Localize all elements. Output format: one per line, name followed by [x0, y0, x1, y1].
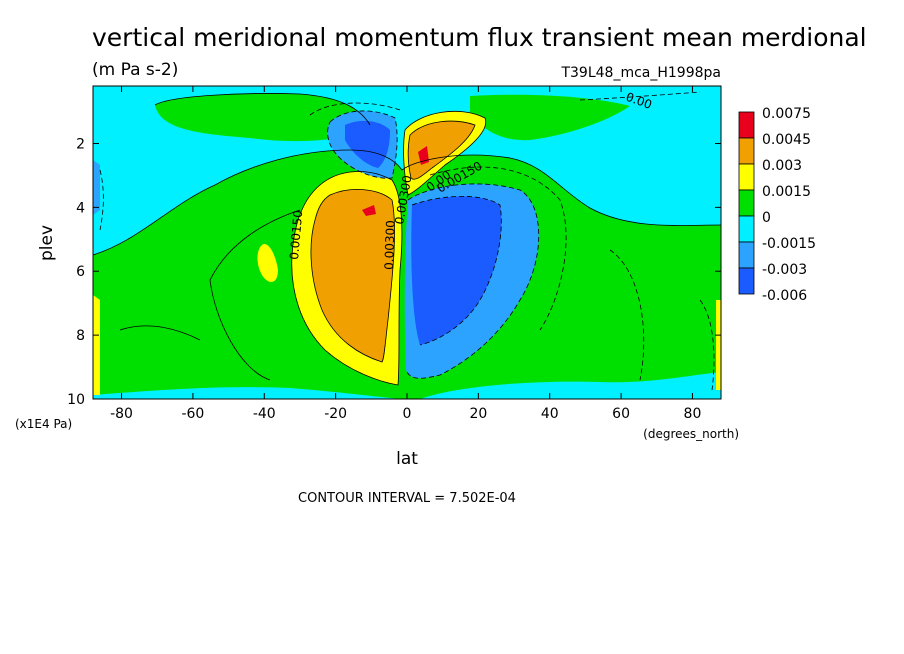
x-axis-label: lat: [396, 449, 418, 469]
contour-dashed-5: [429, 166, 567, 331]
contour-solid-4: [403, 111, 487, 196]
colorbar-swatch: [738, 137, 755, 165]
colorbar: 0.0075 0.0045 0.003 0.0015 0 -0.0015 -0.003 -0.…: [738, 106, 816, 304]
contour-solid-8: [154, 93, 371, 126]
field-cyan-bottom-right: [420, 372, 721, 399]
field-darkblue-upper: [345, 120, 390, 168]
contour-dashed-4: [411, 195, 502, 346]
y-axis-label: plev: [37, 225, 57, 261]
field-right-edge: [716, 300, 721, 390]
colorbar-label: -0.006: [762, 288, 807, 304]
contour-dashed-2: [309, 102, 401, 116]
field-orange-south: [310, 189, 395, 362]
contour-solid-6: [209, 209, 301, 381]
y-axis-units: (x1E4 Pa): [15, 417, 72, 431]
y-tick-label: 10: [67, 392, 85, 408]
colorbar-swatch: [738, 111, 755, 139]
contour-interval: CONTOUR INTERVAL = 7.502E-04: [298, 491, 516, 506]
x-tick-label: -20: [324, 406, 347, 422]
x-tick-label: 60: [612, 406, 630, 422]
field-left-edge-blue: [93, 160, 100, 215]
chart-units: (m Pa s-2): [92, 60, 178, 80]
colorbar-label: 0.0045: [762, 132, 811, 148]
x-tick-label: -80: [110, 406, 133, 422]
colorbar-label: -0.0015: [762, 236, 816, 252]
contour-dashed-1: [327, 110, 398, 179]
chart-title: vertical meridional momentum flux transi…: [92, 23, 867, 52]
y-tick-label: 6: [76, 264, 85, 280]
colorbar-swatch: [738, 267, 755, 295]
colorbar-label: 0: [762, 210, 771, 226]
y-tick-label: 8: [76, 328, 85, 344]
x-tick-label: 40: [541, 406, 559, 422]
x-axis-units: (degrees_north): [643, 427, 739, 441]
contour-lines-dashed: [99, 91, 715, 391]
x-tick-label: -40: [253, 406, 276, 422]
contour-dashed-9: [609, 249, 645, 381]
chart-dataset: T39L48_mca_H1998pa: [560, 65, 721, 81]
contour-solid-5: [407, 120, 476, 180]
field-red-south: [362, 205, 376, 216]
x-tick-label: 20: [469, 406, 487, 422]
x-tick-label: -60: [181, 406, 204, 422]
field-cyan-bottom: [93, 387, 400, 399]
contour-solid-3: [310, 189, 395, 363]
contour-solid-1: [93, 149, 721, 256]
field-green-upper: [155, 93, 370, 142]
y-tick-label: 4: [76, 200, 85, 216]
colorbar-swatch: [738, 241, 755, 269]
x-tick-label: 80: [684, 406, 702, 422]
x-tick-label: 0: [403, 406, 412, 422]
x-axis: -80 -60 -40 -20 0 20 40 60 80: [110, 86, 701, 422]
contour-dashed-3: [405, 183, 540, 379]
contour-lines: [93, 93, 721, 386]
colorbar-label: 0.003: [762, 158, 802, 174]
colorbar-swatch: [738, 189, 755, 217]
y-tick-label: 2: [76, 136, 85, 152]
field-left-edge: [93, 295, 100, 395]
field-green-upper-right: [470, 94, 630, 141]
field-darkblue-north: [411, 196, 502, 345]
contour-solid-7: [119, 325, 201, 341]
contour-solid-2: [291, 171, 403, 386]
plot-area: 0.00150 0.00300 0.00300 0.00 0.00150 0.0…: [93, 86, 721, 399]
colorbar-label: -0.003: [762, 262, 807, 278]
contour-dashed-8: [699, 299, 715, 391]
contour-label-1: 0.00150: [287, 210, 305, 261]
y-axis: 2 4 6 8 10: [67, 136, 721, 408]
contour-label-2: 0.00300: [382, 220, 398, 270]
colorbar-label: 0.0015: [762, 184, 811, 200]
colorbar-label: 0.0075: [762, 106, 811, 122]
colorbar-swatch: [738, 163, 755, 191]
field-yellow-small: [257, 244, 278, 282]
contour-dashed-6: [579, 91, 701, 101]
colorbar-swatch: [738, 215, 755, 243]
field-orange-north: [408, 121, 475, 180]
